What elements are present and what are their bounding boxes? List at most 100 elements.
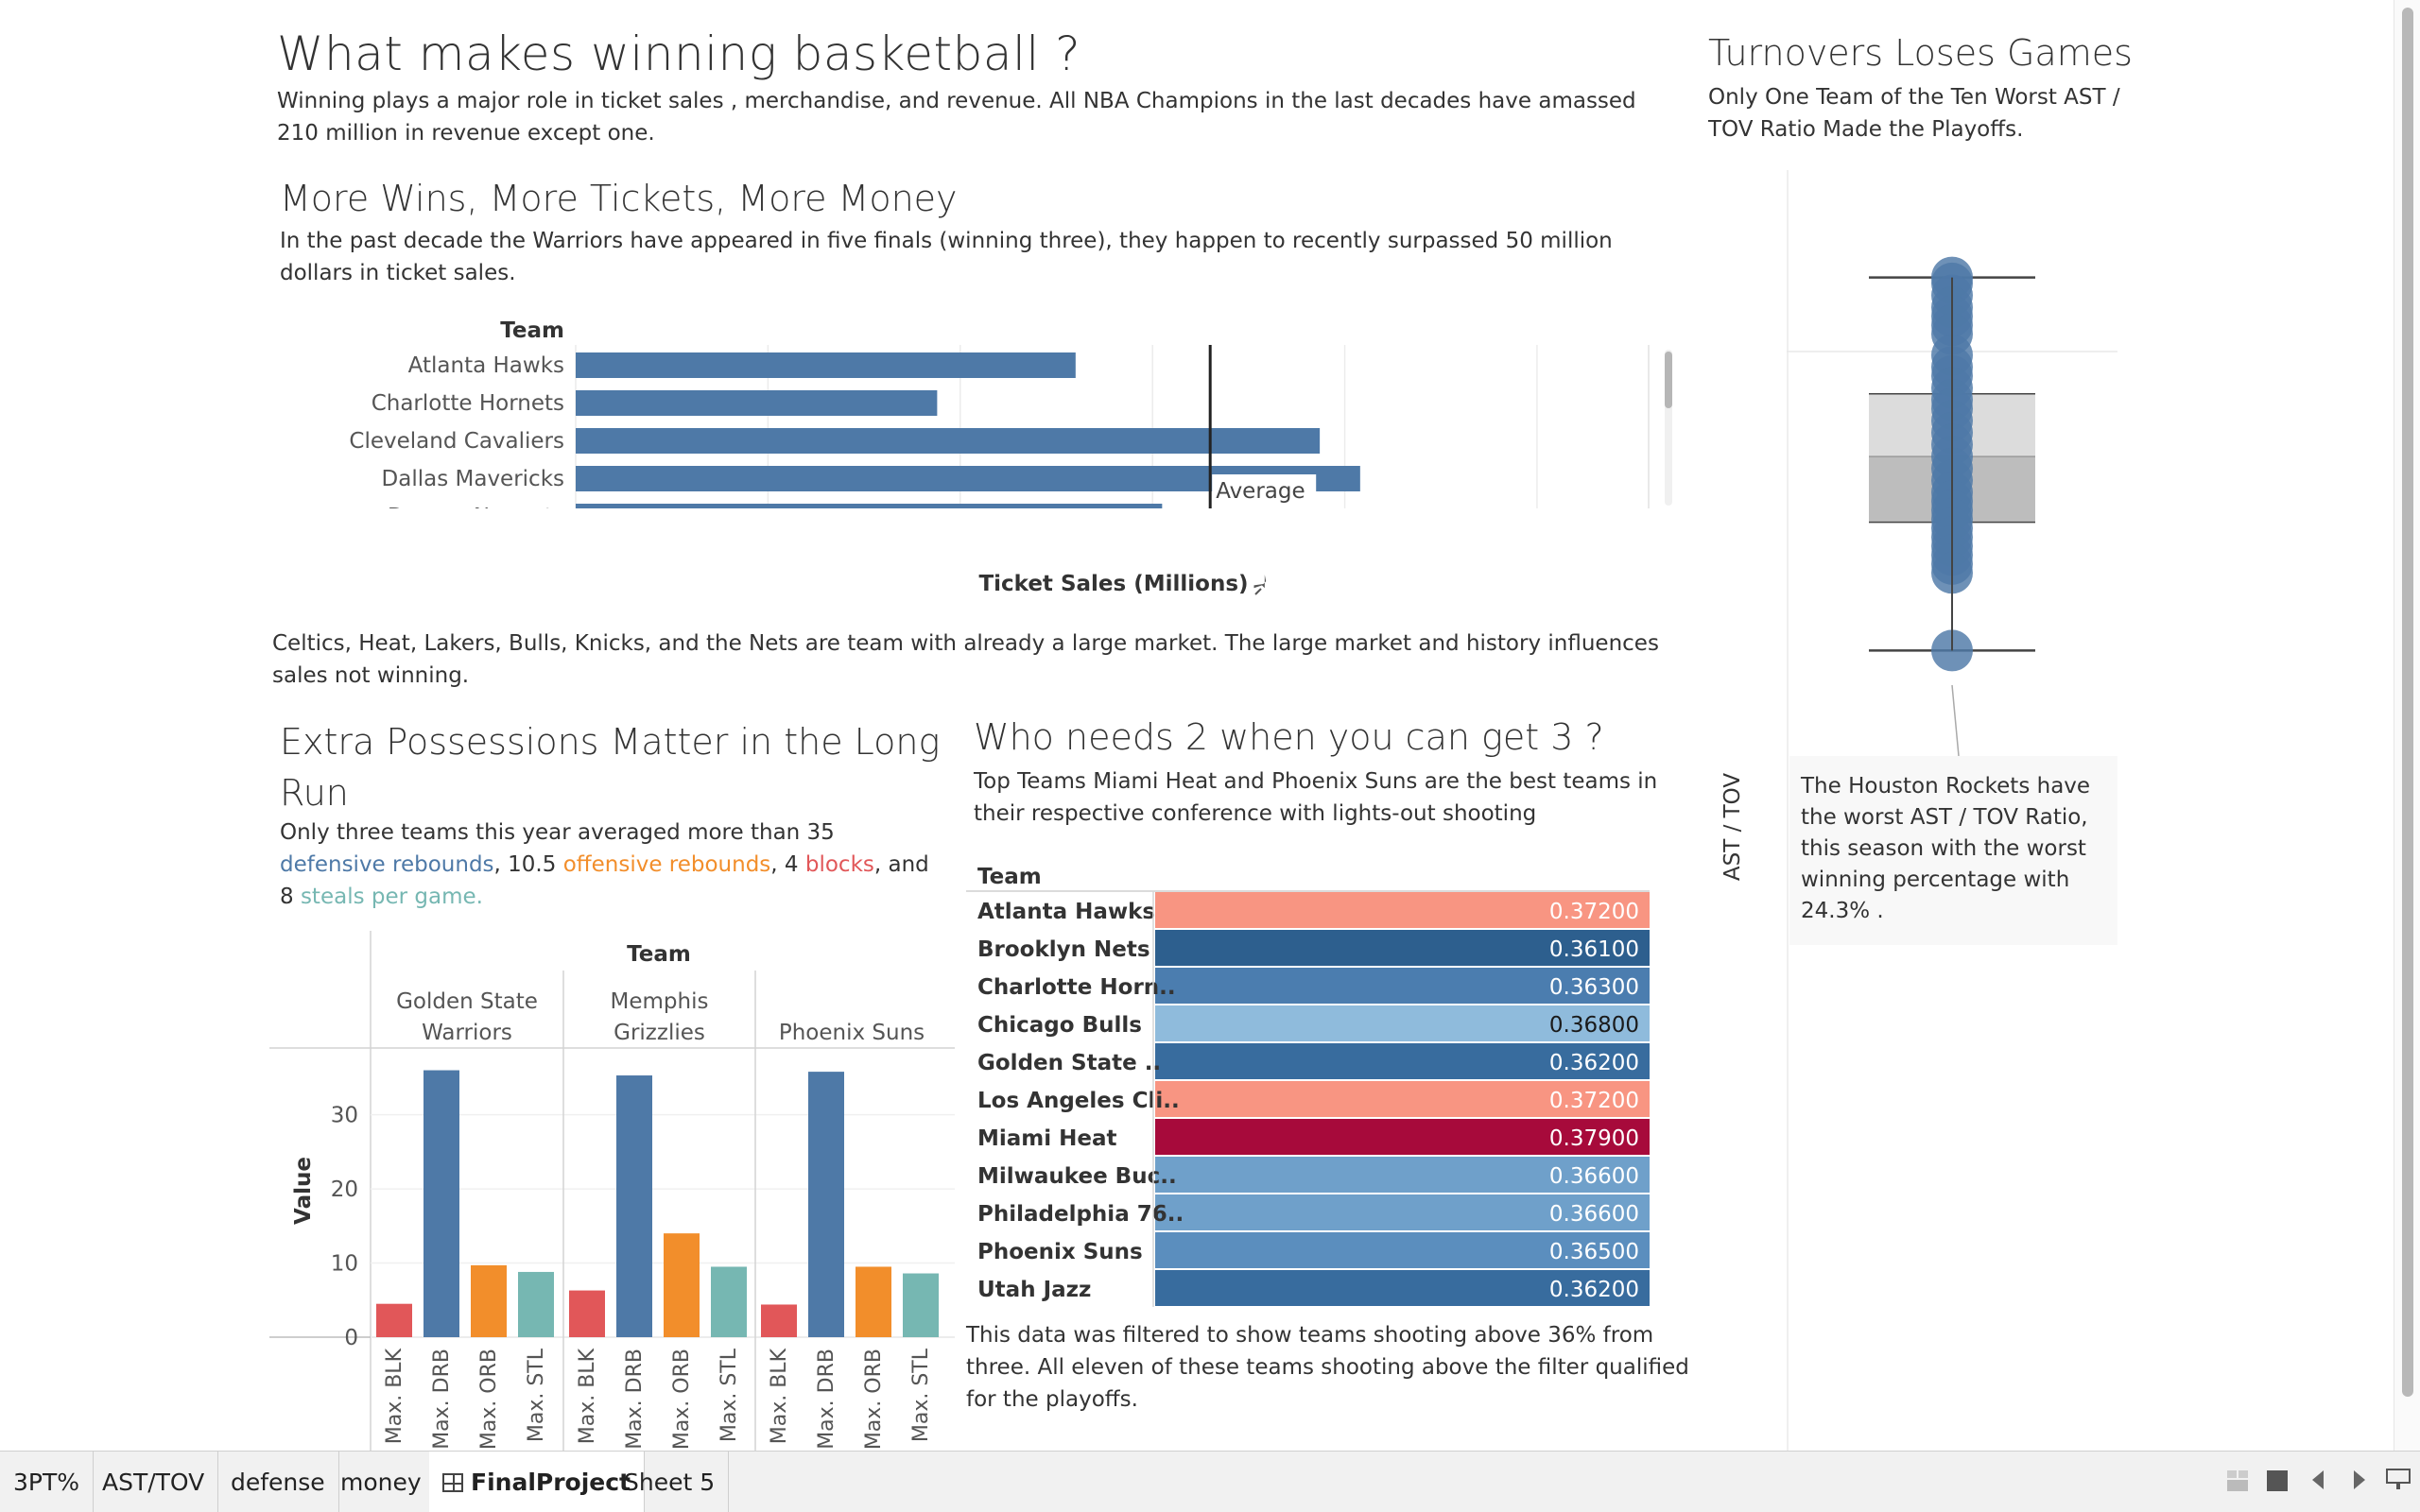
defense-measure-label: Max. BLK <box>576 1348 599 1444</box>
ticket-chart-mask <box>265 508 1692 595</box>
dashboard-icon <box>442 1473 463 1492</box>
ticket-team-label: Atlanta Hawks <box>408 353 564 378</box>
defense-bar <box>569 1290 605 1337</box>
tov-y-axis-title: AST / TOV <box>1720 773 1745 882</box>
defense-group-label: Grizzlies <box>614 1021 705 1045</box>
ticket-sales-chart[interactable]: Team Atlanta Hawks Charlotte Hornets Cleve… <box>265 312 1692 595</box>
blk-highlight: blocks <box>804 852 874 877</box>
defense-group-label: Golden State <box>396 989 538 1014</box>
filmstrip-icon[interactable] <box>2267 1470 2288 1491</box>
defense-groups: Golden State Warriors Max. BLK Max. DRB Max.… <box>376 971 939 1451</box>
ticket-team-label: Cleveland Cavaliers <box>349 429 564 454</box>
threept-value-cell <box>1155 1194 1650 1230</box>
threept-value-cell <box>1155 930 1650 966</box>
dashboard-title: What makes winning basketball ? <box>277 26 1081 81</box>
defense-desc-text: , 10.5 <box>493 852 563 877</box>
tov-points <box>1931 256 1973 672</box>
threept-team-name: Chicago Bulls <box>977 1013 1142 1038</box>
next-sheet-icon[interactable] <box>2354 1470 2365 1489</box>
threept-value-cell <box>1155 1043 1650 1079</box>
threept-value-cell <box>1155 1081 1650 1117</box>
defense-y-tick-label: 0 <box>344 1326 358 1350</box>
threept-row-bg <box>966 1080 1153 1118</box>
defense-desc-text: Only three teams this year averaged more… <box>280 820 835 845</box>
defense-desc-text: , 4 <box>770 852 805 877</box>
tab-finalproject[interactable]: FinalProject <box>429 1452 646 1512</box>
defense-title: Extra Possessions Matter in the Long Run <box>280 716 940 818</box>
threept-team-name: Golden State .. <box>977 1051 1161 1075</box>
threept-team-name: Charlotte Horn.. <box>977 975 1176 1000</box>
threept-value-cell <box>1155 1119 1650 1155</box>
threept-value-label: 0.36300 <box>1549 975 1639 1000</box>
money-footnote: Celtics, Heat, Lakers, Bulls, Knicks, an… <box>272 631 1659 688</box>
defense-bar <box>616 1075 652 1337</box>
tab-defense[interactable]: defense <box>217 1452 339 1512</box>
ticket-team-label: Dallas Mavericks <box>382 467 564 491</box>
threept-value-label: 0.36600 <box>1549 1164 1639 1189</box>
defense-measure-label: Max. DRB <box>815 1349 838 1450</box>
defense-group-label: Warriors <box>422 1021 512 1045</box>
ticket-bar <box>576 428 1321 454</box>
ticket-team-label: Charlotte Hornets <box>372 391 564 416</box>
tab-label: FinalProject <box>471 1469 631 1496</box>
threept-value-label: 0.36200 <box>1549 1051 1639 1075</box>
ast-tov-chart[interactable]: AST / TOV <box>1702 170 2127 954</box>
show-sheets-icon[interactable] <box>2227 1470 2248 1491</box>
dashboard-vertical-scrollbar[interactable] <box>2394 0 2420 1451</box>
threept-row-bg <box>966 1156 1153 1194</box>
tab-label: defense <box>231 1469 325 1496</box>
defense-chart[interactable]: Team Value 0 10 20 30 Golden State Warriors M… <box>269 931 955 1451</box>
dashboard-scrollbar-thumb[interactable] <box>2402 8 2413 1397</box>
money-description: In the past decade the Warriors have app… <box>280 229 1613 285</box>
defense-y-tick-label: 10 <box>331 1252 358 1277</box>
defense-y-ticks: 0 10 20 30 <box>331 1104 358 1350</box>
defense-bar <box>376 1303 412 1337</box>
defense-y-axis-title: Value <box>291 1157 316 1225</box>
average-label-box <box>1212 474 1317 505</box>
previous-sheet-icon[interactable] <box>2312 1470 2324 1489</box>
threept-rows: Atlanta Hawks 0.37200 Brooklyn Nets 0.36100… <box>966 890 1650 1307</box>
tov-title: Turnovers Loses Games <box>1708 32 2133 74</box>
defense-bar <box>664 1233 700 1337</box>
tab-label: 3PT% <box>13 1469 80 1496</box>
defense-measure-label: Max. STL <box>717 1348 741 1442</box>
defense-measure-label: Max. BLK <box>383 1348 406 1444</box>
tab-sheet-5[interactable]: Sheet 5 <box>611 1452 730 1512</box>
tab-ast-tov[interactable]: AST/TOV <box>89 1452 219 1512</box>
defense-desc-text: , and 8 <box>280 852 929 909</box>
threept-team-name: Phoenix Suns <box>977 1240 1143 1264</box>
threept-team-name: Atlanta Hawks <box>977 900 1155 924</box>
pin-icon[interactable] <box>1253 575 1271 595</box>
defense-bar <box>903 1273 939 1337</box>
threept-value-label: 0.37200 <box>1549 900 1639 924</box>
threept-table[interactable]: Team Atlanta Hawks 0.37200 Brooklyn Nets 0.… <box>966 855 1656 1309</box>
defense-measure-label: Max. STL <box>525 1348 548 1442</box>
threept-value-label: 0.37900 <box>1549 1126 1639 1151</box>
presentation-mode-icon[interactable] <box>2386 1469 2411 1489</box>
ticket-axis-title: Ticket Sales (Millions) <box>978 572 1248 595</box>
defense-bar <box>424 1070 459 1337</box>
ticket-scrollbar-thumb[interactable] <box>1665 352 1672 408</box>
threept-team-name: Utah Jazz <box>977 1278 1091 1302</box>
defense-title-line1: Extra Possessions Matter in the Long <box>280 721 941 763</box>
threept-team-name: Los Angeles Cli.. <box>977 1089 1180 1113</box>
orb-highlight: offensive rebounds <box>562 852 771 877</box>
threept-value-label: 0.37200 <box>1549 1089 1639 1113</box>
threept-description: Top Teams Miami Heat and Phoenix Suns ar… <box>974 769 1658 826</box>
defense-measure-label: Max. ORB <box>862 1349 886 1450</box>
defense-description: Only three teams this year averaged more… <box>280 816 942 913</box>
defense-group-label: Memphis <box>611 989 709 1014</box>
threept-team-name: Milwaukee Buc.. <box>977 1164 1177 1189</box>
annotation-leader-line <box>1951 684 1960 757</box>
dashboard-subtitle: Winning plays a major role in ticket sal… <box>277 89 1636 146</box>
threept-value-cell <box>1155 892 1650 928</box>
defense-bar <box>518 1271 554 1337</box>
defense-team-header: Team <box>627 942 691 967</box>
threept-value-label: 0.36500 <box>1549 1240 1639 1264</box>
defense-measure-label: Max. ORB <box>670 1349 694 1450</box>
stl-highlight: steals per game. <box>300 885 483 909</box>
defense-bar <box>808 1072 844 1337</box>
tab-money[interactable]: money <box>327 1452 436 1512</box>
ticket-bar <box>576 390 938 416</box>
tab-3pt[interactable]: 3PT% <box>0 1452 95 1512</box>
